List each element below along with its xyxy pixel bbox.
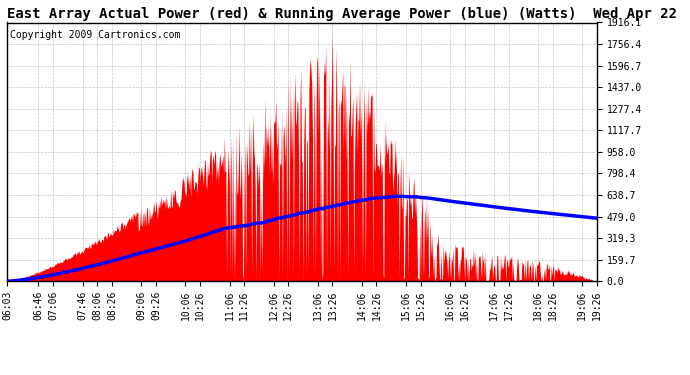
Text: East Array Actual Power (red) & Running Average Power (blue) (Watts)  Wed Apr 22: East Array Actual Power (red) & Running …: [7, 7, 690, 21]
Text: Copyright 2009 Cartronics.com: Copyright 2009 Cartronics.com: [10, 30, 180, 40]
